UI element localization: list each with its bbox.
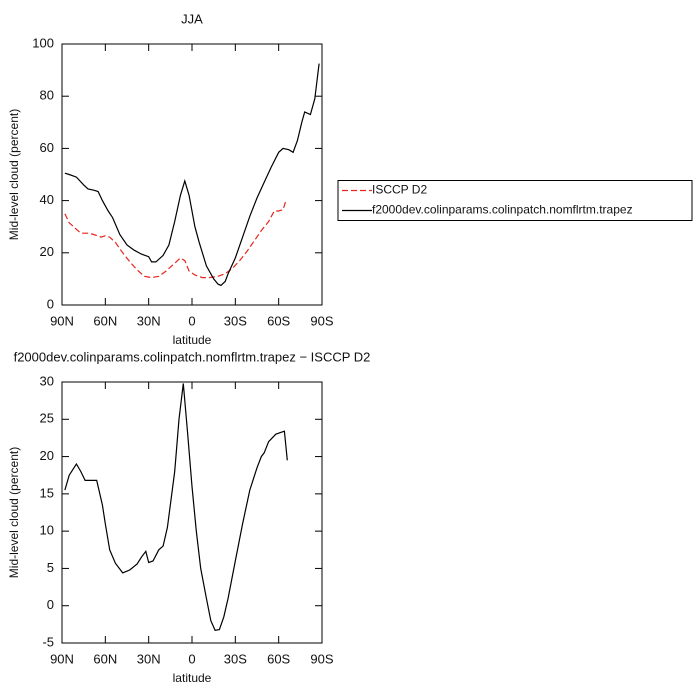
chart-title: f2000dev.colinparams.colinpatch.nomflrtm… — [14, 349, 371, 364]
y-tick-label: 100 — [32, 35, 54, 50]
plot-frame — [61, 381, 323, 644]
x-tick-label: 30S — [224, 651, 247, 666]
x-tick-label: 60S — [267, 313, 290, 328]
y-tick-label: 5 — [47, 560, 54, 575]
data-line — [64, 383, 288, 631]
y-tick-label: 15 — [40, 485, 54, 500]
y-tick-label: 60 — [40, 140, 54, 155]
x-tick-label: 90S — [310, 651, 333, 666]
legend-label: f2000dev.colinparams.colinpatch.nomflrtm… — [372, 203, 633, 217]
y-tick-label: 40 — [40, 192, 54, 207]
data-line — [64, 63, 320, 287]
y-tick-label: 25 — [40, 411, 54, 426]
y-tick-label: 0 — [47, 296, 54, 311]
y-tick-label: -5 — [42, 634, 54, 649]
legend-box — [337, 180, 693, 221]
x-tick-label: 30N — [137, 313, 161, 328]
x-tick-label: 90S — [310, 313, 333, 328]
chart-title: JJA — [181, 11, 203, 26]
x-tick-label: 30S — [224, 313, 247, 328]
plot-frame — [61, 43, 323, 306]
x-tick-label: 60N — [93, 313, 117, 328]
y-axis-label: Mid-level cloud (percent) — [7, 109, 21, 240]
y-tick-label: 30 — [40, 373, 54, 388]
x-axis-label: latitude — [173, 671, 212, 685]
y-tick-label: 10 — [40, 523, 54, 538]
y-tick-label: 20 — [40, 244, 54, 259]
data-line — [64, 200, 287, 279]
y-tick-label: 0 — [47, 597, 54, 612]
x-tick-label: 60N — [93, 651, 117, 666]
x-tick-label: 90N — [50, 651, 74, 666]
x-tick-label: 0 — [188, 313, 195, 328]
x-axis-label: latitude — [173, 333, 212, 347]
x-tick-label: 30N — [137, 651, 161, 666]
y-tick-label: 80 — [40, 88, 54, 103]
x-tick-label: 0 — [188, 651, 195, 666]
x-tick-label: 60S — [267, 651, 290, 666]
legend-label: ISCCP D2 — [372, 183, 427, 197]
y-tick-label: 20 — [40, 448, 54, 463]
y-axis-label: Mid-level cloud (percent) — [7, 447, 21, 578]
x-tick-label: 90N — [50, 313, 74, 328]
